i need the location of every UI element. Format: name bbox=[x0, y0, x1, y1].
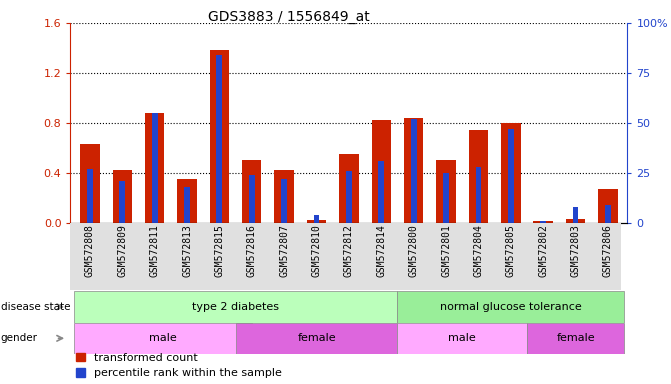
Legend: transformed count, percentile rank within the sample: transformed count, percentile rank withi… bbox=[76, 353, 282, 379]
Bar bbox=[209, 51, 229, 223]
Text: GSM572802: GSM572802 bbox=[538, 224, 548, 277]
Bar bbox=[307, 220, 326, 223]
Text: GSM572814: GSM572814 bbox=[376, 224, 386, 277]
Text: normal glucose tolerance: normal glucose tolerance bbox=[440, 302, 582, 312]
Text: GSM572805: GSM572805 bbox=[506, 224, 516, 277]
Bar bbox=[533, 222, 553, 223]
Text: disease state: disease state bbox=[1, 302, 70, 312]
Text: GSM572804: GSM572804 bbox=[474, 224, 483, 277]
Bar bbox=[397, 323, 527, 354]
Bar bbox=[313, 215, 319, 223]
Text: female: female bbox=[556, 333, 595, 343]
Bar bbox=[476, 167, 481, 223]
Bar bbox=[242, 161, 262, 223]
Bar bbox=[74, 323, 252, 354]
Bar bbox=[340, 154, 358, 223]
Bar bbox=[249, 175, 255, 223]
Text: GSM572803: GSM572803 bbox=[570, 224, 580, 277]
Bar bbox=[113, 170, 132, 223]
Text: male: male bbox=[149, 333, 176, 343]
Text: GSM572806: GSM572806 bbox=[603, 224, 613, 277]
Text: GSM572809: GSM572809 bbox=[117, 224, 127, 277]
Bar bbox=[411, 119, 417, 223]
Bar bbox=[74, 291, 397, 323]
Bar bbox=[346, 171, 352, 223]
Bar bbox=[177, 179, 197, 223]
Text: GSM572810: GSM572810 bbox=[311, 224, 321, 277]
Text: GSM572808: GSM572808 bbox=[85, 224, 95, 277]
Bar bbox=[119, 181, 125, 223]
Text: GSM572801: GSM572801 bbox=[441, 224, 451, 277]
Text: GSM572816: GSM572816 bbox=[247, 224, 257, 277]
Bar bbox=[436, 161, 456, 223]
Text: female: female bbox=[297, 333, 336, 343]
Bar bbox=[527, 323, 624, 354]
Text: GSM572815: GSM572815 bbox=[215, 224, 224, 277]
Bar bbox=[404, 118, 423, 223]
Text: GSM572800: GSM572800 bbox=[409, 224, 419, 277]
Bar bbox=[217, 55, 222, 223]
Bar bbox=[184, 187, 190, 223]
Bar bbox=[605, 205, 611, 223]
Bar bbox=[236, 323, 397, 354]
Bar bbox=[87, 169, 93, 223]
Text: GSM572807: GSM572807 bbox=[279, 224, 289, 277]
Bar bbox=[540, 221, 546, 223]
Bar bbox=[443, 173, 449, 223]
Bar bbox=[372, 121, 391, 223]
Bar bbox=[599, 189, 618, 223]
Bar bbox=[397, 291, 624, 323]
Bar bbox=[469, 131, 488, 223]
Text: male: male bbox=[448, 333, 476, 343]
Bar bbox=[274, 170, 294, 223]
Bar bbox=[378, 161, 384, 223]
Text: GDS3883 / 1556849_at: GDS3883 / 1556849_at bbox=[207, 10, 370, 23]
Text: gender: gender bbox=[1, 333, 38, 343]
Text: type 2 diabetes: type 2 diabetes bbox=[192, 302, 279, 312]
Bar bbox=[572, 207, 578, 223]
Bar bbox=[281, 179, 287, 223]
Bar bbox=[80, 144, 99, 223]
Text: GSM572811: GSM572811 bbox=[150, 224, 160, 277]
Bar bbox=[566, 219, 585, 223]
Text: GSM572812: GSM572812 bbox=[344, 224, 354, 277]
Text: GSM572813: GSM572813 bbox=[182, 224, 192, 277]
Bar bbox=[501, 123, 521, 223]
Bar bbox=[508, 129, 514, 223]
Bar bbox=[152, 113, 158, 223]
Bar bbox=[145, 113, 164, 223]
